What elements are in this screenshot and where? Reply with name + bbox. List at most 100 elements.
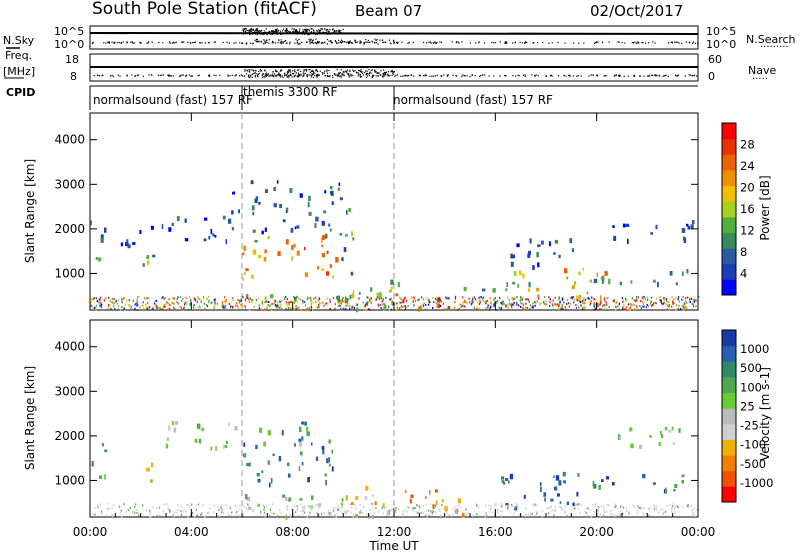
strip-point	[296, 41, 298, 43]
data-cell	[674, 484, 678, 489]
strip-point	[341, 74, 343, 76]
strip-point	[308, 69, 310, 71]
data-cell	[678, 304, 680, 307]
data-cell	[339, 299, 341, 302]
strip-point	[380, 70, 382, 72]
data-cell	[335, 513, 337, 516]
data-cell	[99, 298, 101, 301]
data-cell	[495, 308, 498, 311]
strip-point	[311, 70, 313, 72]
strip-point	[422, 75, 425, 77]
data-cell	[447, 307, 449, 310]
data-cell	[222, 511, 224, 514]
data-cell	[595, 503, 597, 506]
strip-point	[268, 39, 270, 41]
data-cell	[656, 505, 658, 508]
data-cell	[355, 496, 359, 500]
nsky-label: N.Sky	[3, 34, 35, 47]
data-cell	[358, 297, 360, 300]
strip-point	[250, 69, 252, 71]
data-cell	[590, 515, 592, 518]
strip-point	[126, 75, 128, 77]
data-cell	[339, 233, 342, 236]
strip-point	[335, 41, 337, 43]
data-cell	[137, 301, 139, 304]
data-cell	[337, 508, 340, 511]
data-cell	[445, 308, 447, 311]
strip-point	[311, 75, 313, 77]
data-cell	[236, 304, 238, 307]
strip-point	[631, 41, 633, 44]
strip-point	[208, 42, 210, 44]
data-cell	[147, 302, 149, 304]
strip-point	[343, 75, 345, 77]
data-cell	[375, 507, 377, 509]
data-cell	[665, 487, 667, 493]
data-cell	[580, 503, 582, 506]
strip-point	[305, 32, 307, 34]
data-cell	[565, 303, 568, 306]
strip-point	[320, 33, 322, 35]
data-cell	[663, 301, 665, 304]
data-cell	[374, 501, 377, 506]
strip-point	[316, 33, 318, 35]
strip-point	[334, 29, 336, 32]
data-cell	[220, 506, 222, 509]
strip-point	[174, 42, 176, 44]
data-cell	[375, 298, 378, 301]
strip-point	[142, 75, 144, 77]
data-cell	[325, 480, 327, 486]
data-cell	[100, 306, 102, 309]
strip-point	[109, 75, 112, 77]
data-cell	[240, 303, 242, 306]
data-cell	[326, 271, 330, 276]
strip-point	[162, 74, 165, 76]
strip-point	[462, 74, 464, 76]
data-cell	[289, 307, 291, 310]
nave-label: Nave	[748, 64, 776, 77]
data-cell	[161, 223, 164, 229]
strip-point	[263, 32, 265, 34]
cpid-timeline: normalsound (fast) 157 RF themis 3300 RF…	[89, 85, 698, 110]
data-cell	[276, 307, 278, 310]
data-cell	[515, 503, 517, 506]
data-cell	[111, 301, 113, 304]
data-cell	[165, 443, 169, 449]
strip-point	[340, 29, 342, 31]
strip-point	[310, 76, 312, 78]
strip-point	[274, 29, 276, 31]
data-cell	[532, 265, 535, 270]
strip-point	[190, 75, 193, 77]
strip-point	[518, 75, 520, 77]
data-cell	[471, 299, 474, 304]
strip-point	[263, 39, 265, 41]
data-cell	[662, 512, 664, 515]
colorbar-tick-label: 100	[740, 380, 762, 394]
data-cell	[113, 298, 115, 301]
data-cell	[554, 510, 556, 513]
strip-point	[342, 71, 344, 73]
strip-point	[643, 75, 645, 77]
strip-point	[434, 42, 436, 44]
data-cell	[576, 491, 579, 497]
data-cell	[350, 506, 353, 509]
data-cell	[525, 306, 527, 309]
data-cell	[543, 301, 545, 304]
data-cell	[401, 305, 403, 308]
strip-point	[535, 74, 537, 76]
strip-point	[336, 42, 338, 44]
strip-point	[377, 72, 379, 74]
data-cell	[687, 226, 691, 230]
strip-point	[374, 69, 376, 71]
strip-point	[392, 39, 395, 41]
data-cell	[90, 305, 92, 308]
strip-point	[326, 75, 329, 77]
data-cell	[390, 297, 393, 300]
data-cell	[558, 254, 561, 259]
data-cell	[429, 301, 431, 304]
data-cell	[311, 508, 313, 511]
strip-point	[506, 42, 508, 44]
strip-point	[277, 42, 279, 44]
data-cell	[135, 503, 137, 506]
strip-point	[359, 76, 361, 78]
